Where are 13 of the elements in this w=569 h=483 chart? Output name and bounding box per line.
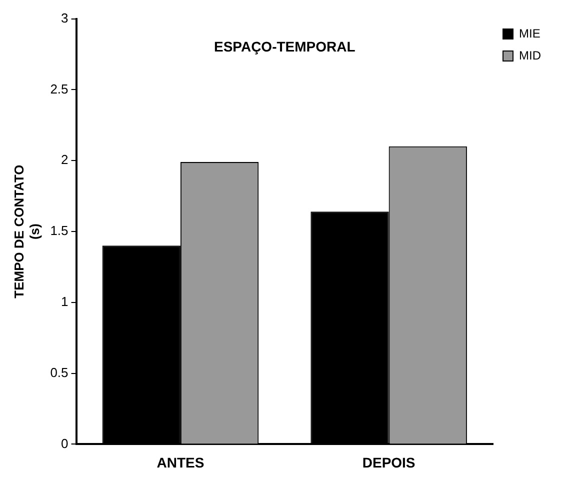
y-tick-label: 1 [61, 294, 68, 309]
y-tick-label: 2.5 [50, 81, 68, 96]
y-tick-label: 2 [61, 152, 68, 168]
y-tick-label: 0 [61, 436, 68, 451]
legend-label: MIE [519, 26, 540, 40]
x-tick-label: DEPOIS [362, 454, 416, 470]
y-axis-title: TEMPO DE CONTATO (s) [11, 164, 42, 298]
x-tick-label: ANTES [156, 454, 204, 470]
y-tick-label: 0.5 [50, 364, 68, 380]
y-tick-label: 3 [61, 10, 68, 26]
text: ESPAÇO-TEMPORAL [214, 38, 356, 55]
y-tick-label: 1.5 [50, 223, 68, 238]
legend-label: MID [519, 48, 542, 62]
